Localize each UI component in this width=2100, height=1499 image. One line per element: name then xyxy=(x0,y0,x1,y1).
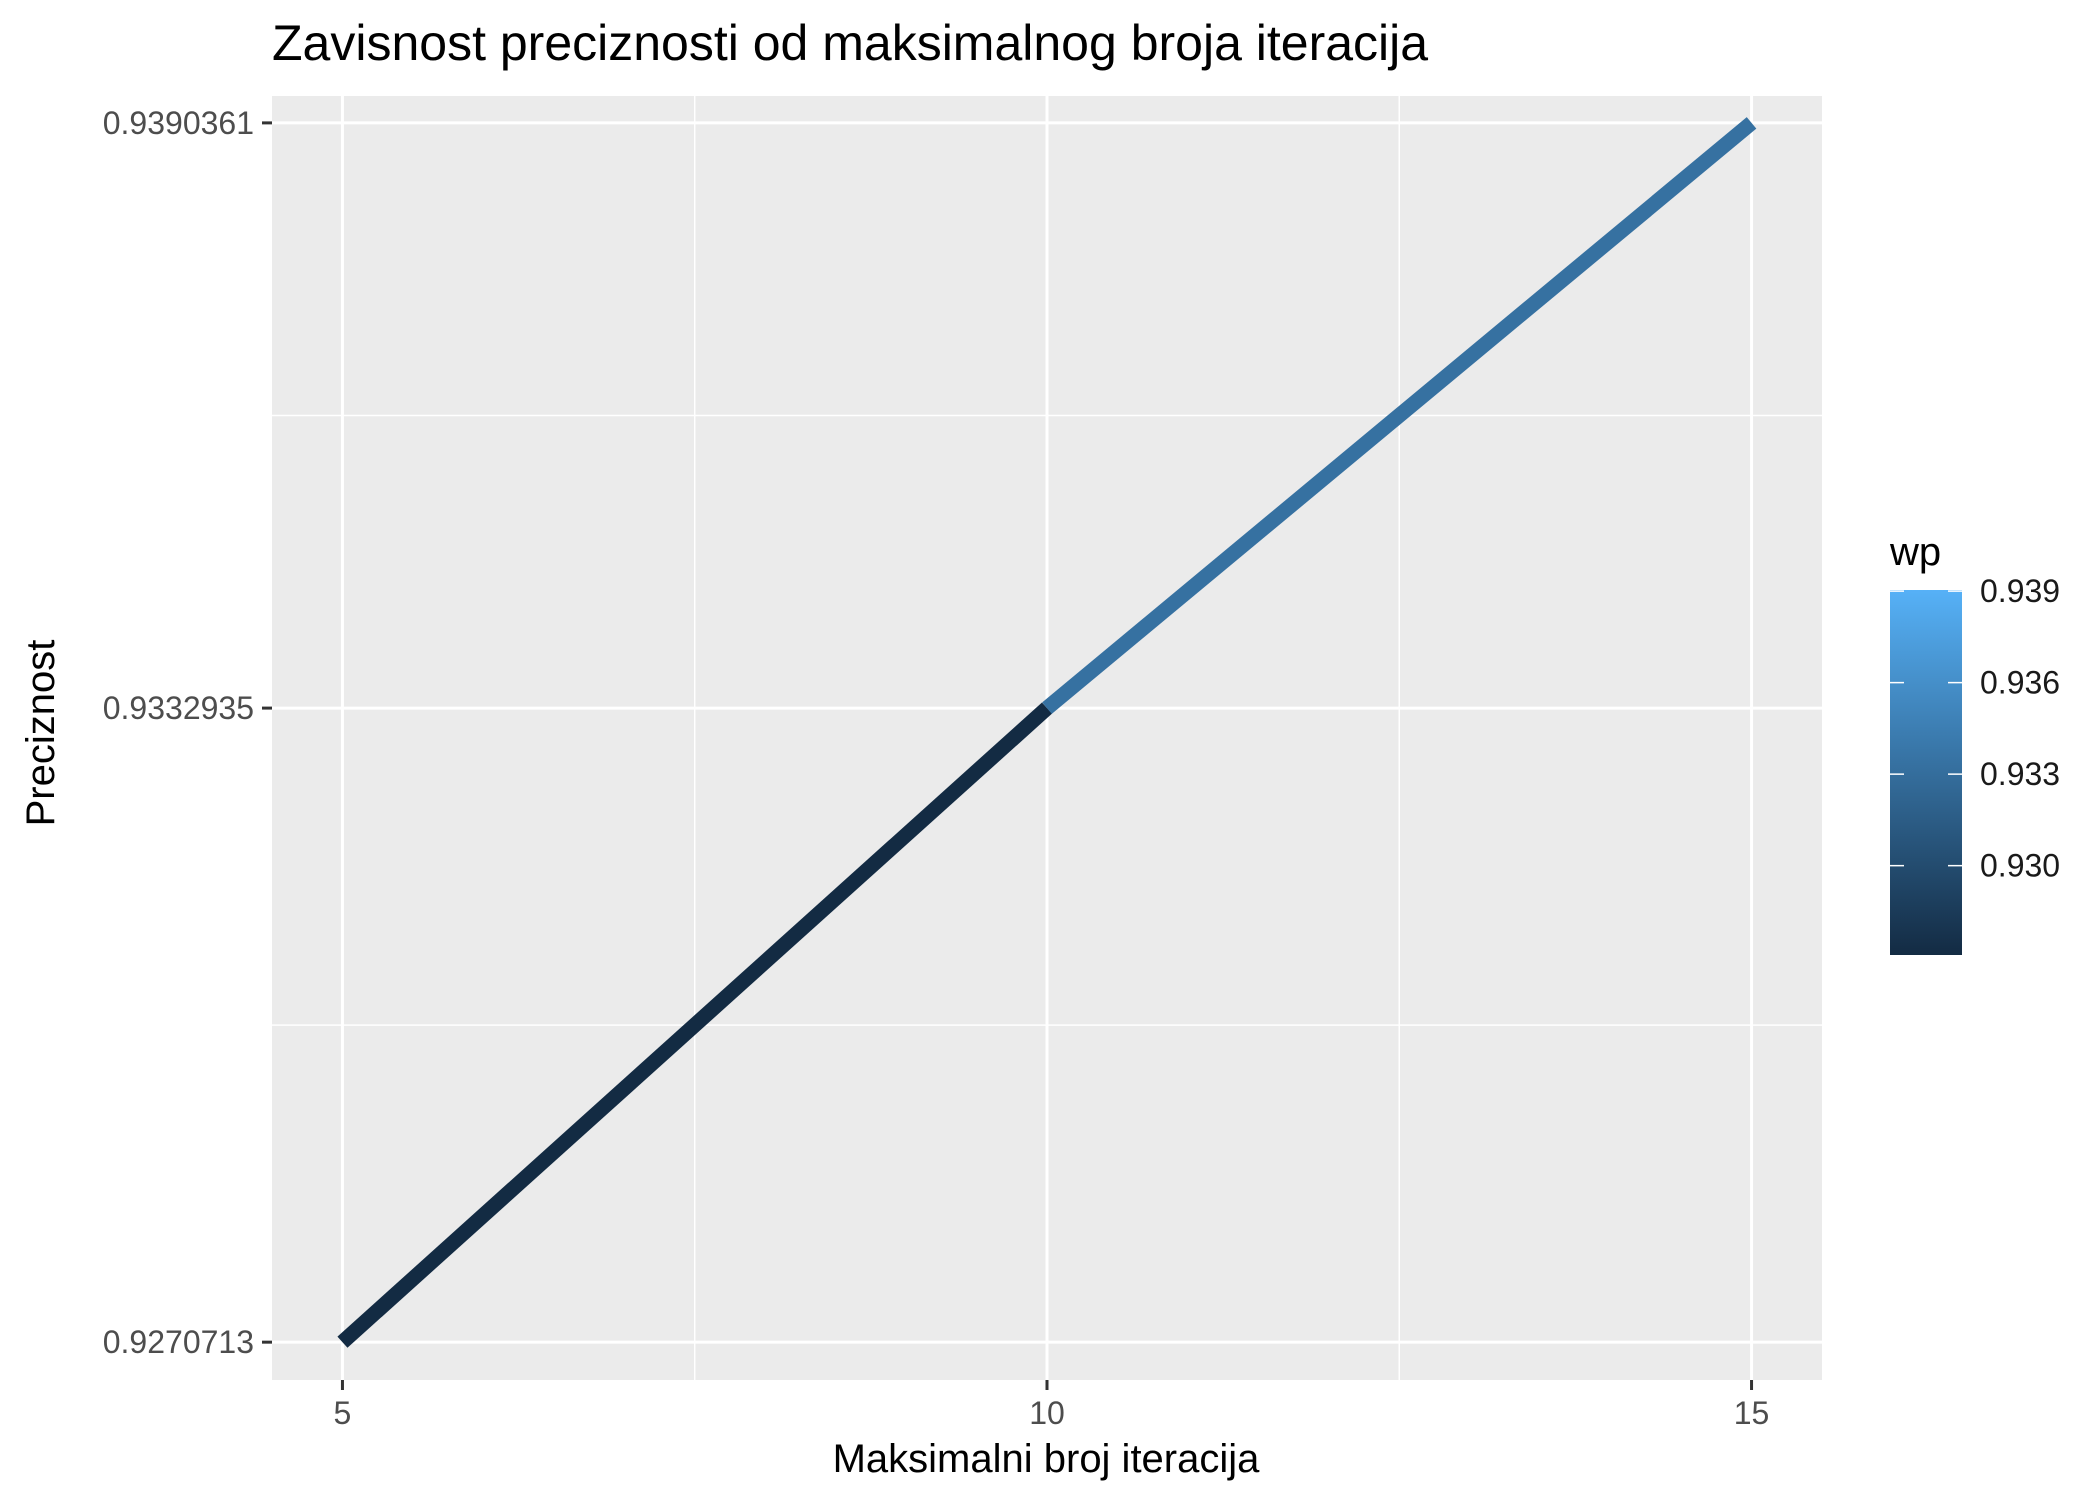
line-segment xyxy=(337,702,1053,1348)
x-axis-title: Maksimalni broj iteracija xyxy=(833,1437,1261,1481)
x-tick-label: 10 xyxy=(1029,1395,1065,1431)
data-series-line xyxy=(337,117,1757,1348)
legend-title: wp xyxy=(1889,530,1941,574)
grid-major xyxy=(272,96,1822,1380)
x-tick-label: 5 xyxy=(334,1395,352,1431)
legend-label: 0.939 xyxy=(1980,573,2060,609)
y-axis: 0.9270713 0.9332935 0.9390361 xyxy=(103,105,272,1360)
legend: wp 0.930 0.933 0.936 0.939 xyxy=(1889,530,2060,955)
legend-label: 0.936 xyxy=(1980,665,2060,701)
x-axis: 5 10 15 xyxy=(334,1380,1770,1431)
legend-colorbar xyxy=(1890,590,1962,955)
y-tick-label: 0.9270713 xyxy=(103,1324,254,1360)
legend-label: 0.930 xyxy=(1980,848,2060,884)
legend-label: 0.933 xyxy=(1980,756,2060,792)
chart-title: Zavisnost preciznosti od maksimalnog bro… xyxy=(272,15,1428,71)
y-tick-label: 0.9332935 xyxy=(103,690,254,726)
y-tick-label: 0.9390361 xyxy=(103,105,254,141)
y-axis-title: Preciznost xyxy=(19,640,63,827)
legend-ticks: 0.930 0.933 0.936 0.939 xyxy=(1890,573,2060,884)
x-tick-label: 15 xyxy=(1734,1395,1770,1431)
line-segment xyxy=(1042,117,1757,714)
